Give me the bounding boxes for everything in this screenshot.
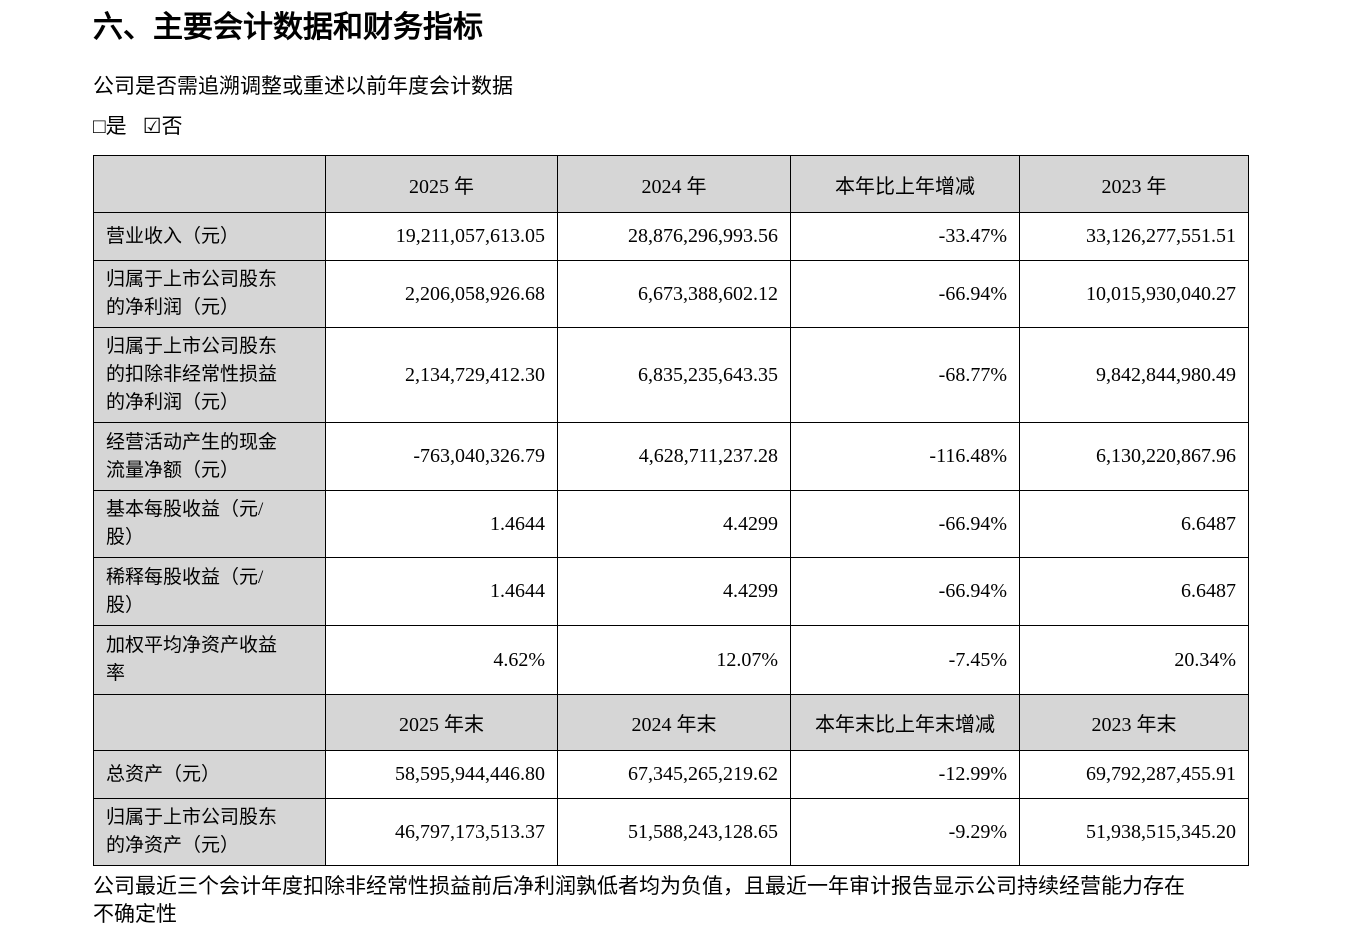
cell-value: -68.77% xyxy=(790,327,1020,423)
cell-value: 1.4644 xyxy=(325,490,558,558)
table-row-net-assets: 归属于上市公司股东的净资产（元） 46,797,173,513.37 51,58… xyxy=(93,798,1249,866)
footnote: 公司最近三个会计年度扣除非经常性损益前后净利润孰低者均为负值，且最近一年审计报告… xyxy=(93,874,1185,926)
cell-value: -116.48% xyxy=(790,422,1020,491)
row-label: 归属于上市公司股东的净资产（元） xyxy=(93,798,326,866)
col-header-2023-end: 2023 年末 xyxy=(1019,694,1249,751)
cell-value: -66.94% xyxy=(790,490,1020,558)
table-row-operating-cash-flow: 经营活动产生的现金流量净额（元） -763,040,326.79 4,628,7… xyxy=(93,422,1249,491)
cell-value: -66.94% xyxy=(790,260,1020,328)
cell-value: 6.6487 xyxy=(1019,490,1249,558)
cell-value: 58,595,944,446.80 xyxy=(325,750,558,799)
row-label: 总资产（元） xyxy=(93,750,326,799)
cell-value: 6,835,235,643.35 xyxy=(557,327,791,423)
table-row-total-assets: 总资产（元） 58,595,944,446.80 67,345,265,219.… xyxy=(93,750,1249,799)
cell-value: 33,126,277,551.51 xyxy=(1019,212,1249,261)
checkbox-no: ☑否 xyxy=(142,114,183,138)
checkbox-yes: □是 xyxy=(93,114,127,138)
table-row-net-profit-excl-nonrecurring: 归属于上市公司股东的扣除非经常性损益的净利润（元） 2,134,729,412.… xyxy=(93,327,1249,423)
row-label: 营业收入（元） xyxy=(93,212,326,261)
col-header-blank xyxy=(93,694,326,751)
col-header-2025: 2025 年 xyxy=(325,155,558,213)
col-header-yoy-change: 本年比上年增减 xyxy=(790,155,1020,213)
table-row-revenue: 营业收入（元） 19,211,057,613.05 28,876,296,993… xyxy=(93,212,1249,261)
cell-value: 67,345,265,219.62 xyxy=(557,750,791,799)
cell-value: 4,628,711,237.28 xyxy=(557,422,791,491)
cell-value: 46,797,173,513.37 xyxy=(325,798,558,866)
col-header-2024-end: 2024 年末 xyxy=(557,694,791,751)
table-header-row-annual: 2025 年 2024 年 本年比上年增减 2023 年 xyxy=(93,155,1249,213)
restate-question: 公司是否需追溯调整或重述以前年度会计数据 xyxy=(93,74,513,98)
row-label: 稀释每股收益（元/股） xyxy=(93,557,326,626)
col-header-2024: 2024 年 xyxy=(557,155,791,213)
col-header-2023: 2023 年 xyxy=(1019,155,1249,213)
page-title: 六、主要会计数据和财务指标 xyxy=(93,11,483,44)
financial-indicators-table: 2025 年 2024 年 本年比上年增减 2023 年 营业收入（元） 19,… xyxy=(93,155,1249,866)
cell-value: 51,588,243,128.65 xyxy=(557,798,791,866)
cell-value: -12.99% xyxy=(790,750,1020,799)
cell-value: -7.45% xyxy=(790,625,1020,695)
col-header-year-end-change: 本年末比上年末增减 xyxy=(790,694,1020,751)
cell-value: 12.07% xyxy=(557,625,791,695)
table-row-weighted-avg-roe: 加权平均净资产收益率 4.62% 12.07% -7.45% 20.34% xyxy=(93,625,1249,695)
row-label: 归属于上市公司股东的净利润（元） xyxy=(93,260,326,328)
cell-value: 69,792,287,455.91 xyxy=(1019,750,1249,799)
cell-value: 28,876,296,993.56 xyxy=(557,212,791,261)
col-header-2025-end: 2025 年末 xyxy=(325,694,558,751)
row-label: 加权平均净资产收益率 xyxy=(93,625,326,695)
table-row-diluted-eps: 稀释每股收益（元/股） 1.4644 4.4299 -66.94% 6.6487 xyxy=(93,557,1249,626)
cell-value: 10,015,930,040.27 xyxy=(1019,260,1249,328)
cell-value: 19,211,057,613.05 xyxy=(325,212,558,261)
cell-value: -9.29% xyxy=(790,798,1020,866)
table-row-basic-eps: 基本每股收益（元/股） 1.4644 4.4299 -66.94% 6.6487 xyxy=(93,490,1249,558)
cell-value: 2,134,729,412.30 xyxy=(325,327,558,423)
cell-value: -66.94% xyxy=(790,557,1020,626)
cell-value: 4.4299 xyxy=(557,557,791,626)
cell-value: 2,206,058,926.68 xyxy=(325,260,558,328)
cell-value: -33.47% xyxy=(790,212,1020,261)
cell-value: 4.62% xyxy=(325,625,558,695)
row-label: 经营活动产生的现金流量净额（元） xyxy=(93,422,326,491)
cell-value: 6,130,220,867.96 xyxy=(1019,422,1249,491)
cell-value: -763,040,326.79 xyxy=(325,422,558,491)
table-header-row-year-end: 2025 年末 2024 年末 本年末比上年末增减 2023 年末 xyxy=(93,694,1249,751)
row-label: 基本每股收益（元/股） xyxy=(93,490,326,558)
row-label: 归属于上市公司股东的扣除非经常性损益的净利润（元） xyxy=(93,327,326,423)
col-header-blank xyxy=(93,155,326,213)
restate-options: □是 ☑否 xyxy=(93,112,199,140)
cell-value: 1.4644 xyxy=(325,557,558,626)
cell-value: 20.34% xyxy=(1019,625,1249,695)
cell-value: 6,673,388,602.12 xyxy=(557,260,791,328)
cell-value: 51,938,515,345.20 xyxy=(1019,798,1249,866)
cell-value: 4.4299 xyxy=(557,490,791,558)
table-row-net-profit: 归属于上市公司股东的净利润（元） 2,206,058,926.68 6,673,… xyxy=(93,260,1249,328)
cell-value: 9,842,844,980.49 xyxy=(1019,327,1249,423)
cell-value: 6.6487 xyxy=(1019,557,1249,626)
